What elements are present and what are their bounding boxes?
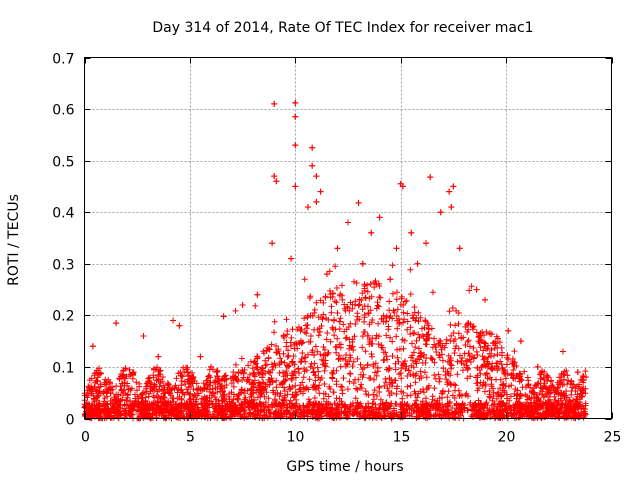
- y-tick-label: 0.1: [52, 361, 74, 377]
- data-point: [304, 204, 311, 211]
- data-point: [176, 322, 183, 329]
- data-point: [534, 363, 541, 370]
- data-point: [292, 142, 299, 149]
- x-tick-label: 5: [186, 430, 195, 446]
- data-point: [334, 245, 341, 252]
- data-point: [427, 174, 434, 181]
- data-point: [239, 302, 246, 309]
- data-point: [313, 173, 320, 180]
- data-point: [269, 240, 276, 247]
- data-point: [446, 188, 453, 195]
- data-point: [220, 313, 227, 320]
- y-tick-label: 0.3: [52, 258, 74, 274]
- y-axis-label: ROTI / TECUs: [6, 194, 22, 286]
- data-points: [81, 99, 589, 422]
- y-tick-label: 0: [66, 413, 75, 429]
- data-point: [482, 296, 489, 303]
- data-point: [408, 229, 415, 236]
- data-point: [517, 338, 524, 345]
- data-point: [288, 255, 295, 262]
- data-point: [273, 178, 280, 185]
- x-axis-label: GPS time / hours: [286, 459, 403, 475]
- data-point: [197, 353, 204, 360]
- data-point: [437, 209, 444, 216]
- y-tick-label: 0.6: [52, 103, 74, 119]
- data-point: [89, 343, 96, 350]
- data-point: [317, 188, 324, 195]
- data-point: [254, 291, 261, 298]
- chart-title: Day 314 of 2014, Rate Of TEC Index for r…: [152, 20, 533, 36]
- data-point: [140, 332, 147, 339]
- data-point: [387, 276, 394, 283]
- data-point: [473, 286, 480, 293]
- data-point: [355, 199, 362, 206]
- data-point: [422, 240, 429, 247]
- plot-frame: [84, 57, 612, 419]
- data-point: [292, 113, 299, 120]
- data-point: [578, 376, 585, 383]
- axis-ticks: [84, 57, 613, 420]
- data-point: [448, 204, 455, 211]
- x-tick-label: 15: [393, 430, 411, 446]
- data-point: [345, 219, 351, 226]
- data-point: [450, 183, 457, 190]
- x-tick-label: 20: [498, 430, 516, 446]
- data-point: [399, 183, 406, 190]
- data-point: [414, 260, 421, 267]
- data-point: [309, 162, 316, 169]
- data-point: [292, 99, 299, 106]
- y-tick-label: 0.2: [52, 309, 74, 325]
- data-point: [393, 245, 400, 252]
- data-point: [292, 183, 299, 190]
- data-point: [271, 173, 278, 180]
- x-tick-label: 10: [287, 430, 305, 446]
- x-tick-label: 25: [604, 430, 622, 446]
- data-point: [359, 260, 366, 267]
- data-point: [113, 320, 120, 327]
- data-point: [271, 100, 278, 107]
- data-point: [545, 374, 552, 381]
- data-point: [309, 144, 316, 151]
- data-point: [323, 271, 330, 278]
- y-tick-label: 0.5: [52, 155, 74, 171]
- y-tick-labels: 0 0.1 0.2 0.3 0.4 0.5 0.6 0.7: [52, 52, 74, 429]
- data-point: [313, 198, 320, 205]
- data-point: [574, 369, 581, 376]
- y-tick-label: 0.4: [52, 206, 74, 222]
- data-point: [170, 317, 177, 324]
- data-point: [376, 214, 383, 221]
- roti-point-cloud: [81, 99, 589, 422]
- data-point: [207, 363, 214, 370]
- data-point: [368, 229, 375, 236]
- x-tick-label: 0: [81, 430, 90, 446]
- y-tick-label: 0.7: [52, 52, 74, 68]
- x-tick-labels: 0 5 10 15 20 25: [81, 430, 621, 446]
- data-point: [560, 348, 567, 355]
- data-point: [155, 353, 162, 360]
- data-point: [456, 245, 463, 252]
- data-point: [505, 327, 512, 334]
